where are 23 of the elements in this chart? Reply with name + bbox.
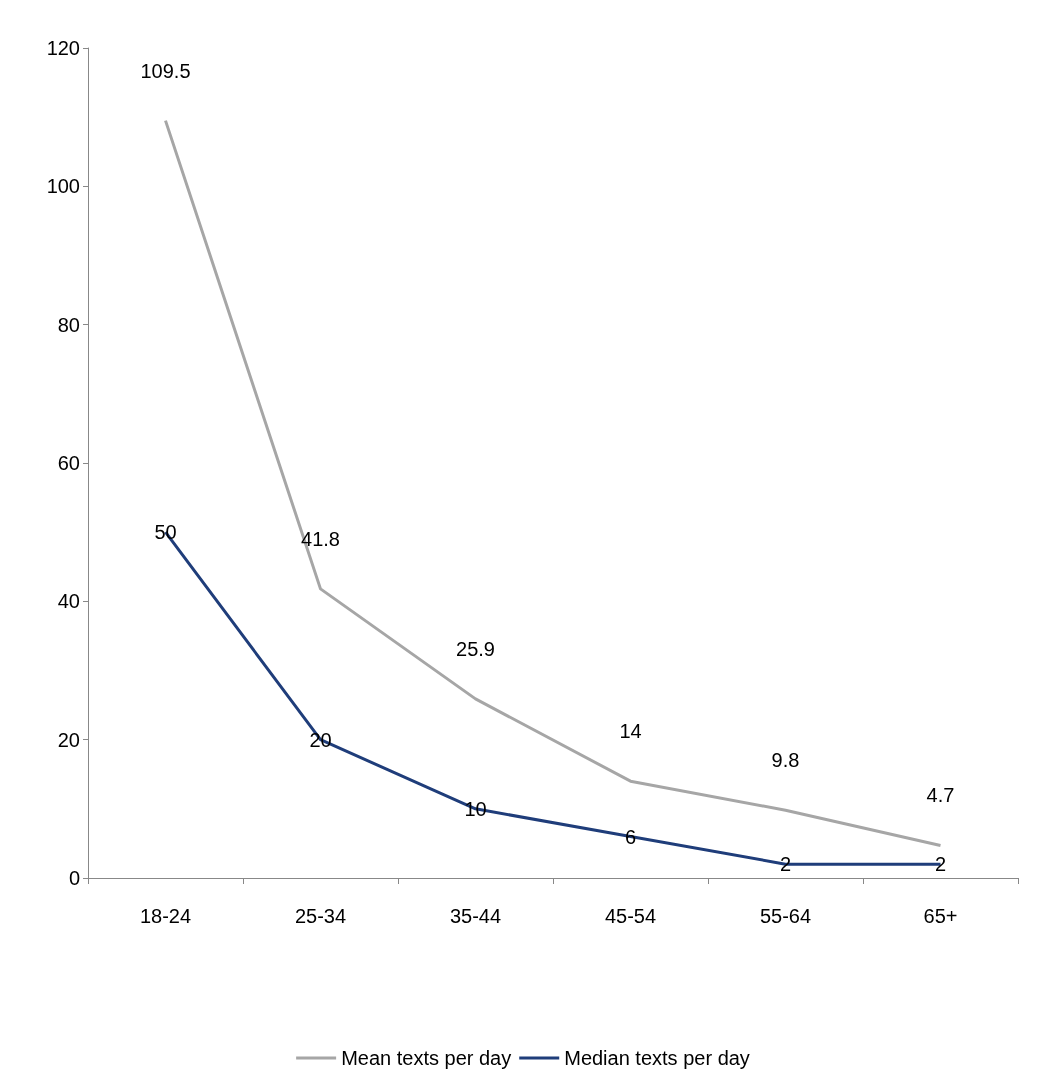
data-label: 2 xyxy=(934,853,947,876)
y-tick-label: 80 xyxy=(57,313,80,336)
x-tick-label: 55-64 xyxy=(759,905,812,927)
data-label: 41.8 xyxy=(301,527,340,550)
y-tick-label: 0 xyxy=(68,867,80,889)
y-tick-label: 120 xyxy=(46,37,80,59)
data-label: 9.8 xyxy=(771,749,800,772)
x-tick-label: 35-44 xyxy=(449,905,502,927)
data-label: 109.5 xyxy=(140,59,191,82)
data-label: 4.7 xyxy=(926,784,955,807)
y-tick-label: 20 xyxy=(57,728,80,751)
y-tick-label: 100 xyxy=(46,175,80,198)
y-tick-label: 60 xyxy=(57,452,80,474)
x-tick-label: 45-54 xyxy=(604,905,657,927)
y-tick-label: 40 xyxy=(57,590,80,613)
x-tick-label: 25-34 xyxy=(294,905,347,927)
data-label: 50 xyxy=(154,521,177,544)
legend-label: Median texts per day xyxy=(564,1047,750,1069)
x-tick-label: 65+ xyxy=(923,905,958,927)
legend-label: Mean texts per day xyxy=(341,1047,512,1069)
data-label: 25.9 xyxy=(456,637,495,660)
data-label: 14 xyxy=(619,720,642,743)
x-tick-label: 18-24 xyxy=(139,905,192,927)
